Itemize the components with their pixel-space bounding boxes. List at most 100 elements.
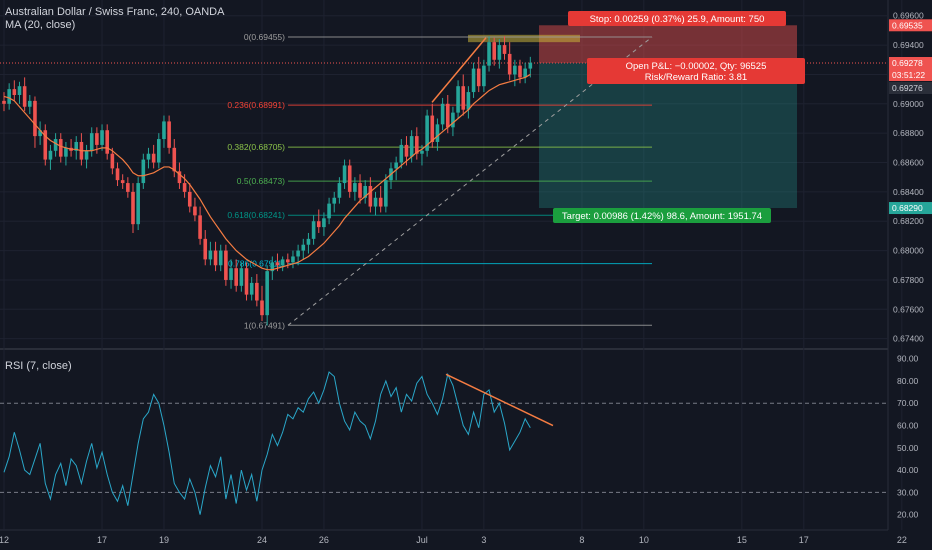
- candle-body: [218, 250, 223, 266]
- highlight-box: [468, 34, 580, 43]
- candle-body: [115, 168, 120, 181]
- time-tick-label: 3: [481, 535, 486, 545]
- candle-body: [110, 153, 115, 169]
- target-label-bg: [553, 208, 771, 223]
- rsi-label: RSI (7, close): [5, 360, 72, 372]
- candle-body: [296, 250, 300, 257]
- price-tick-label: 0.69600: [893, 11, 924, 21]
- candle-body: [420, 150, 424, 154]
- candle-body: [193, 206, 197, 216]
- bid-price-tag: 0.69276: [892, 83, 923, 93]
- rsi-tick-label: 80.00: [897, 376, 919, 386]
- time-tick-label: 17: [799, 535, 809, 545]
- candle-body: [280, 259, 285, 266]
- candle-body: [255, 282, 259, 301]
- time-tick-label: 10: [639, 535, 649, 545]
- candle-body: [182, 183, 187, 192]
- candle-body: [84, 150, 89, 160]
- fib-label: 0.382(0.68705): [227, 142, 285, 152]
- candle-body: [291, 256, 295, 263]
- candle-body: [332, 197, 337, 204]
- candle-body: [502, 45, 507, 54]
- candle-body: [373, 197, 378, 207]
- candle-body: [316, 221, 321, 228]
- candle-body: [239, 268, 244, 286]
- bid-price-tag-bg: [889, 82, 932, 95]
- candle-body: [476, 68, 481, 87]
- rsi-tick-label: 20.00: [897, 510, 919, 520]
- candle-body: [249, 282, 254, 295]
- fib-label: 0.5(0.68473): [237, 176, 285, 186]
- price-tick-label: 0.68400: [893, 187, 924, 197]
- candle-body: [497, 45, 502, 60]
- candle-body: [471, 68, 476, 93]
- candle-body: [445, 103, 450, 128]
- rsi-tick-label: 30.00: [897, 487, 919, 497]
- target-price-tag-bg: [889, 202, 932, 215]
- symbol-title: Australian Dollar / Swiss Franc, 240, OA…: [5, 6, 225, 18]
- position-zones: [0, 25, 888, 209]
- candle-body: [409, 136, 414, 157]
- fib-label: 0(0.69455): [244, 32, 285, 42]
- candle-body: [301, 244, 306, 251]
- candle-body: [487, 42, 491, 66]
- candle-body: [518, 65, 522, 78]
- candle-body: [461, 86, 466, 110]
- ma-line: [3, 73, 531, 271]
- fib-label: 0.236(0.68991): [227, 100, 285, 110]
- candle-body: [394, 162, 398, 169]
- target-label: Target: 0.00986 (1.42%) 98.6, Amount: 19…: [562, 211, 762, 222]
- candle-body: [213, 250, 218, 266]
- candle-body: [105, 130, 109, 154]
- candle-body: [198, 215, 202, 239]
- candle-body: [12, 89, 17, 96]
- candle-body: [260, 300, 264, 316]
- candle-body: [270, 262, 275, 272]
- candle-body: [43, 130, 48, 160]
- candle-body: [89, 133, 94, 151]
- time-tick-label: 8: [579, 535, 584, 545]
- candle-body: [415, 136, 419, 154]
- candle-body: [234, 268, 238, 286]
- candle-body: [167, 121, 171, 148]
- trendline-drawings[interactable]: [431, 37, 487, 103]
- rsi-tick-label: 50.00: [897, 443, 919, 453]
- ma-label: MA (20, close): [5, 19, 75, 31]
- candle-body: [306, 238, 311, 245]
- moving-average-layer: [3, 73, 531, 271]
- rsi-tick-label: 70.00: [897, 398, 919, 408]
- rsi-tick-label: 40.00: [897, 465, 919, 475]
- candle-body: [466, 92, 471, 110]
- stop-label-bg: [568, 11, 786, 26]
- rsi-line: [3, 371, 531, 515]
- current-price-tag: 0.69278: [892, 58, 923, 68]
- candle-body: [265, 271, 269, 316]
- candle-body: [100, 130, 104, 145]
- candle-body: [492, 42, 496, 60]
- time-tick-label: 15: [737, 535, 747, 545]
- price-tick-label: 0.68800: [893, 128, 924, 138]
- candle-body: [342, 165, 347, 184]
- candle-body: [244, 268, 249, 295]
- candle-body: [187, 191, 192, 207]
- candle-body: [430, 115, 435, 142]
- candle-body: [451, 112, 455, 128]
- candle-body: [177, 171, 182, 184]
- candle-body: [482, 65, 486, 87]
- candle-body: [28, 100, 32, 107]
- candle-body: [440, 103, 445, 125]
- price-tick-label: 0.69400: [893, 40, 924, 50]
- price-tick-label: 0.68000: [893, 246, 924, 256]
- candle-body: [141, 159, 146, 184]
- candle-body: [120, 180, 125, 184]
- pnl-label: Open P&L: −0.00002, Qty: 96525: [626, 61, 767, 72]
- candle-body: [513, 65, 517, 75]
- time-tick-label: 19: [159, 535, 169, 545]
- candle-body: [378, 197, 383, 207]
- candle-body: [229, 268, 233, 280]
- price-tick-label: 0.68200: [893, 216, 924, 226]
- stop-price-tag-bg: [889, 19, 932, 32]
- candle-body: [151, 153, 156, 163]
